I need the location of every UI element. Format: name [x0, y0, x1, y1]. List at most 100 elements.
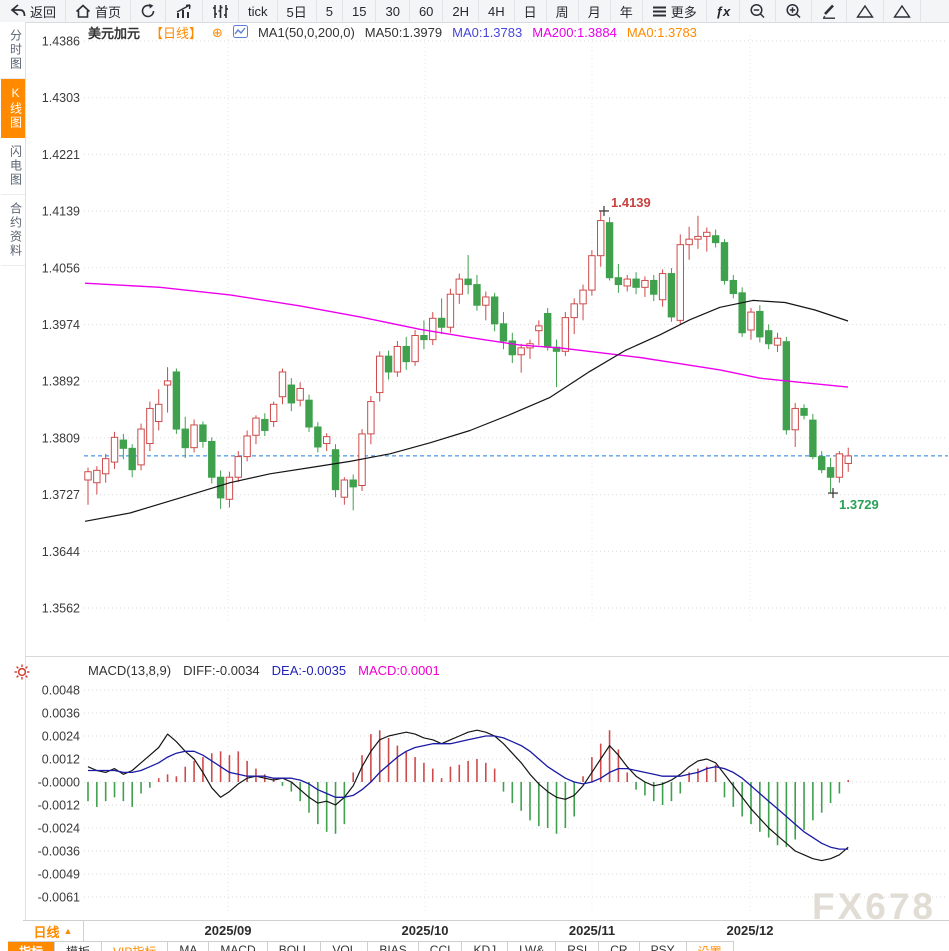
- x-axis-row: 日线 ▲ 2025/09 2025/10 2025/11 2025/12: [23, 920, 949, 942]
- toolbar-button-zoom-in[interactable]: [776, 0, 813, 22]
- x-axis-label: 2025/09: [204, 923, 252, 938]
- toolbar-button-tf-week[interactable]: 周: [547, 0, 579, 22]
- home-icon: [75, 3, 91, 19]
- toolbar-button-label: ƒx: [715, 3, 731, 19]
- indicator-tab-6[interactable]: VOL: [321, 941, 369, 951]
- pencil-icon: [821, 3, 837, 19]
- toolbar-button-zoom-out[interactable]: [740, 0, 777, 22]
- svg-text:1.3974: 1.3974: [42, 318, 80, 332]
- indicator-tab-8[interactable]: CCI: [418, 941, 463, 951]
- svg-text:1.3809: 1.3809: [42, 431, 80, 445]
- indicator-tab-14[interactable]: 设置: [686, 941, 734, 951]
- ma0-value: MA0:1.3783: [452, 25, 523, 40]
- svg-text:-0.0000: -0.0000: [38, 776, 80, 790]
- toolbar-button-label: 返回: [30, 4, 57, 20]
- toolbar-button-label: 首页: [95, 4, 122, 20]
- indicator-tab-5[interactable]: BOLL: [267, 941, 322, 951]
- symbol-name: 美元加元: [88, 26, 141, 41]
- svg-text:1.4139: 1.4139: [611, 195, 651, 210]
- macd-legend: MACD(13,8,9) DIFF:-0.0034 DEA:-0.0035 MA…: [88, 663, 440, 678]
- toolbar-button-shape-triangle-2[interactable]: [884, 0, 922, 22]
- toolbar-button-tf-month[interactable]: 月: [579, 0, 611, 22]
- indicator-tab-0[interactable]: 指标: [8, 941, 56, 951]
- back-icon: [9, 3, 26, 19]
- indicator-tab-13[interactable]: PSY: [639, 941, 687, 951]
- indicator-tab-11[interactable]: RSI: [556, 941, 600, 951]
- toolbar-button-tf-15[interactable]: 15: [343, 0, 377, 22]
- svg-text:-0.0012: -0.0012: [38, 799, 80, 813]
- toolbar-button-label: 60: [418, 3, 434, 19]
- indicator-tab-7[interactable]: BIAS: [368, 941, 419, 951]
- x-axis-label: 2025/11: [568, 923, 616, 938]
- toolbar-button-label: 年: [619, 4, 633, 20]
- toolbar-button-tf-30[interactable]: 30: [376, 0, 410, 22]
- svg-text:0.0012: 0.0012: [42, 753, 80, 767]
- zoom-in-icon: [785, 3, 802, 19]
- toolbar-button-tick[interactable]: tick: [239, 0, 278, 22]
- macd-value: MACD:0.0001: [358, 663, 440, 678]
- toolbar-button-tf-60[interactable]: 60: [410, 0, 444, 22]
- toolbar-button-tf-2h[interactable]: 2H: [443, 0, 480, 22]
- toolbar-button-refresh[interactable]: [131, 0, 167, 22]
- toolbar-button-tf-4h[interactable]: 4H: [479, 0, 515, 22]
- indicator-tab-4[interactable]: MACD: [209, 941, 268, 951]
- triangle-icon: [893, 4, 912, 19]
- sidebar-item-3[interactable]: 合约资料: [0, 195, 25, 266]
- svg-text:0.0036: 0.0036: [42, 707, 80, 721]
- toolbar-button-label: tick: [248, 3, 268, 19]
- menu-icon: [652, 5, 667, 18]
- left-sidebar: 分时图 K线图 闪电图 合约资料: [0, 22, 26, 951]
- toolbar-button-more[interactable]: 更多: [643, 0, 707, 22]
- period-selector[interactable]: 日线 ▲: [23, 921, 84, 941]
- svg-text:1.4139: 1.4139: [42, 205, 80, 219]
- svg-text:1.4386: 1.4386: [42, 35, 80, 49]
- period-label[interactable]: 【日线】: [150, 26, 203, 41]
- svg-text:-0.0061: -0.0061: [38, 891, 80, 905]
- indicator-tab-10[interactable]: LW&: [508, 941, 557, 951]
- svg-text:-0.0036: -0.0036: [38, 845, 80, 859]
- toolbar-button-label: 15: [352, 3, 367, 19]
- indicator-tab-3[interactable]: MA: [168, 941, 210, 951]
- indicator-settings-icon[interactable]: [232, 24, 248, 41]
- main-chart-legend: 美元加元 【日线】 ⊕ MA1(50,0,200,0) MA50:1.3979 …: [88, 23, 697, 42]
- toolbar-button-candle-chart[interactable]: [203, 0, 240, 22]
- line-chart-icon: [175, 3, 193, 19]
- macd-config-label: MACD(13,8,9): [88, 663, 172, 678]
- add-symbol-icon[interactable]: ⊕: [212, 24, 223, 40]
- indicator-tab-1[interactable]: 模板: [55, 941, 103, 951]
- toolbar-button-line-chart[interactable]: [166, 0, 204, 22]
- toolbar-button-back[interactable]: 返回: [0, 0, 67, 22]
- x-axis-label: 2025/12: [726, 923, 774, 938]
- svg-text:1.3644: 1.3644: [42, 545, 80, 559]
- indicator-tab-bar: 指标模板VIP指标MAMACDBOLLVOLBIASCCIKDJLW&RSICR…: [8, 941, 949, 951]
- indicator-tab-9[interactable]: KDJ: [462, 941, 509, 951]
- triangle-icon: [856, 4, 875, 19]
- zoom-out-icon: [749, 3, 766, 19]
- sidebar-item-1[interactable]: K线图: [0, 79, 25, 138]
- toolbar-button-label: 更多: [670, 4, 697, 20]
- chevron-up-icon: ▲: [63, 926, 73, 936]
- toolbar-button-label: 5: [325, 3, 333, 19]
- svg-text:1.3729: 1.3729: [839, 497, 879, 512]
- toolbar-button-draw[interactable]: [812, 0, 848, 22]
- sidebar-item-2[interactable]: 闪电图: [0, 138, 25, 195]
- indicator-tab-2[interactable]: VIP指标: [102, 941, 169, 951]
- toolbar-button-fx[interactable]: ƒx: [707, 0, 741, 22]
- price-annotations: 1.4139 1.3729: [599, 195, 879, 512]
- svg-text:1.4221: 1.4221: [42, 148, 80, 162]
- svg-text:-0.0049: -0.0049: [38, 868, 80, 882]
- toolbar-button-shape-triangle[interactable]: [847, 0, 885, 22]
- sidebar-item-0[interactable]: 分时图: [0, 22, 25, 79]
- dea-value: DEA:-0.0035: [271, 663, 347, 678]
- svg-text:0.0024: 0.0024: [42, 730, 80, 744]
- toolbar-button-range-5d[interactable]: 5日: [278, 0, 317, 22]
- indicator-tab-12[interactable]: CR: [599, 941, 640, 951]
- toolbar-button-tf-year[interactable]: 年: [611, 0, 643, 22]
- toolbar-button-tf-5[interactable]: 5: [317, 0, 343, 22]
- toolbar-button-home[interactable]: 首页: [66, 0, 132, 22]
- toolbar-button-tf-day[interactable]: 日: [515, 0, 547, 22]
- ma0-orange-value: MA0:1.3783: [626, 25, 697, 40]
- macd-settings-icon[interactable]: [13, 663, 31, 681]
